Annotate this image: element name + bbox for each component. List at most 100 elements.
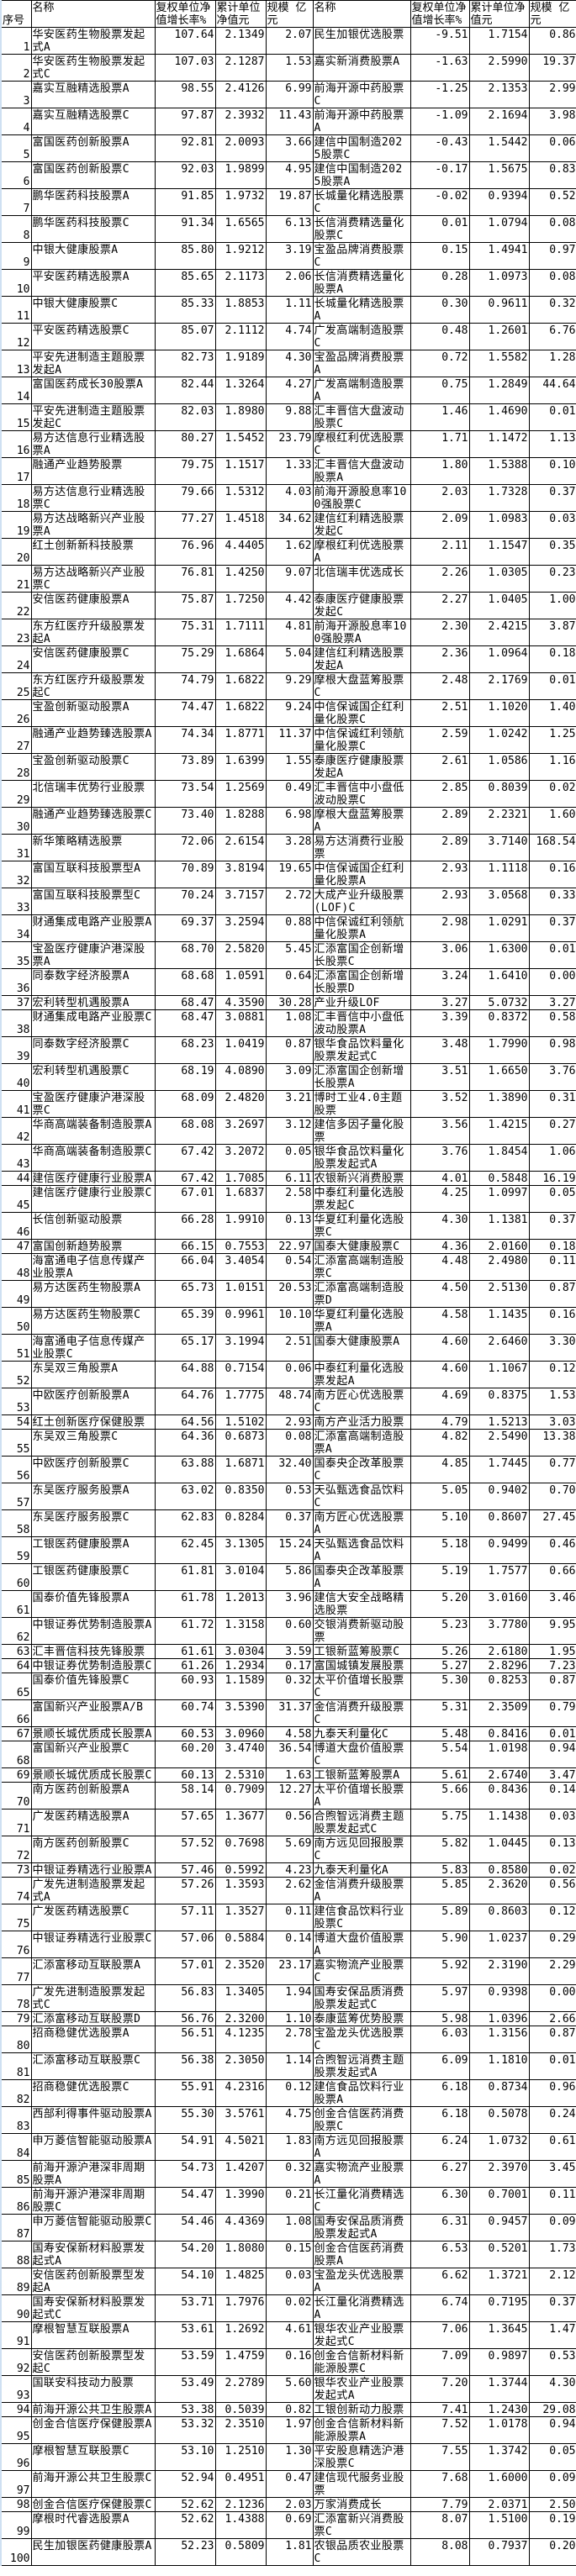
table-row: 65 国泰价值先锋股票C 60.93 1.1589 0.32 太平价值增长股票C 5.30 0… (0, 1673, 576, 1700)
table-row: 56 中欧医疗创新股票C 63.88 1.6871 32.40 国泰央企改革股票C 4.85… (0, 1456, 576, 1483)
growth-rate-left: 55.91 (154, 2079, 216, 2107)
table-row: 24 安信医药健康股票C 75.29 1.6864 5.04 建信红利精选股票发起A 2.3… (0, 645, 576, 673)
cumulative-nav-right: 2.6740 (468, 1767, 530, 1783)
growth-rate-left: 97.87 (154, 108, 216, 135)
growth-rate-left: 82.73 (154, 350, 216, 377)
growth-rate-left: 76.96 (154, 538, 216, 566)
cumulative-nav-right: 1.0178 (468, 2416, 530, 2444)
table-row: 72 南方医药创新股票C 57.52 0.7698 5.69 南方远见回报股票C 5.82 1… (0, 1836, 576, 1863)
cumulative-nav-right: 1.7990 (468, 1036, 530, 1064)
fund-name-left: 嘉实互融精选股票A (30, 81, 156, 108)
cumulative-nav-right: 0.8253 (468, 1673, 530, 1700)
growth-rate-right: 1.80 (410, 457, 470, 485)
cumulative-nav-right: 1.6300 (468, 941, 530, 969)
fund-size-left: 4.42 (265, 592, 314, 619)
fund-size-left: 12.27 (265, 1782, 314, 1810)
growth-rate-right: -1.09 (410, 108, 470, 135)
growth-rate-right: 5.85 (410, 1877, 470, 1904)
fund-size-right: 44.64 (528, 377, 576, 404)
cumulative-nav-left: 1.3677 (214, 1809, 267, 1836)
seq-cell: 84 (0, 2133, 32, 2161)
fund-name-left: 华安医药生物股票发起式C (30, 54, 156, 82)
growth-rate-right: 5.26 (410, 1644, 470, 1659)
fund-name-left: 富国医药成长30股票A (30, 377, 156, 404)
fund-name-left: 创金合信医疗保健股票A (30, 2416, 156, 2444)
fund-size-left: 1.30 (265, 2443, 314, 2471)
seq-cell: 21 (0, 565, 32, 593)
table-row: 17 融通产业趋势股票 79.75 1.1517 1.33 汇丰晋信大盘波动股票A 1.80… (0, 457, 576, 485)
table-row: 23 东方红医疗升级股票发起A 75.31 1.7111 4.81 前海开源股息率100强… (0, 619, 576, 646)
table-row: 30 融通产业趋势臻选股票C 73.40 1.8288 6.98 摩根大盘蓝筹股票A 2.8… (0, 807, 576, 835)
growth-rate-right: 2.93 (410, 861, 470, 888)
fund-name-right: 中信保诚国企红利量化股票C (312, 699, 411, 727)
growth-rate-left: 61.26 (154, 1658, 216, 1673)
growth-rate-left: 68.09 (154, 1090, 216, 1118)
fund-name-right: 产业升级LOF (312, 995, 411, 1010)
fund-name-right: 长江量化消费精选A (312, 2294, 411, 2322)
cumulative-nav-left: 1.5312 (214, 484, 267, 512)
fund-name-right: 汇添富国企创新增长股票C (312, 941, 411, 969)
table-row: 99 摩根时代睿选股票A 52.62 1.4388 0.69 汇添富新兴消费股票C 8.07… (0, 2511, 576, 2539)
cumulative-nav-left: 1.6822 (214, 699, 267, 727)
growth-rate-right: 3.39 (410, 1009, 470, 1037)
cumulative-nav-right: 1.1118 (468, 861, 530, 888)
fund-name-right: 中信保诚红利领航量化股票C (312, 726, 411, 754)
cumulative-nav-left: 2.3932 (214, 108, 267, 135)
cumulative-nav-left: 0.8350 (214, 1483, 267, 1510)
cumulative-nav-right: 1.0794 (468, 215, 530, 243)
fund-size-right: 0.87 (528, 1673, 576, 1700)
cumulative-nav-left: 1.6871 (214, 1456, 267, 1483)
seq-cell: 6 (0, 161, 32, 189)
seq-cell: 64 (0, 1658, 32, 1673)
cumulative-nav-right: 2.3190 (468, 1957, 530, 1985)
growth-rate-left: 60.20 (154, 1741, 216, 1768)
growth-rate-left: 54.47 (154, 2187, 216, 2215)
growth-rate-left: 52.62 (154, 2497, 216, 2512)
fund-name-left: 广发先进制造股票发起式C (30, 1984, 156, 2012)
growth-rate-right: 4.60 (410, 1334, 470, 1362)
fund-size-right: 0.32 (528, 296, 576, 324)
growth-rate-right: 3.06 (410, 941, 470, 969)
cumulative-nav-right: 1.5675 (468, 161, 530, 189)
fund-size-right: 0.02 (528, 780, 576, 808)
table-row: 45 建信医疗健康行业股票C 67.01 1.6837 2.58 中泰红利量化选股票发起C… (0, 1185, 576, 1213)
fund-name-left: 财通集成电路产业股票C (30, 1009, 156, 1037)
growth-rate-right: 7.52 (410, 2416, 470, 2444)
seq-cell: 9 (0, 242, 32, 270)
fund-name-left: 宝盈创新驱动股票A (30, 699, 156, 727)
cumulative-nav-left: 2.3050 (214, 2052, 267, 2080)
fund-size-left: 2.06 (265, 269, 314, 297)
fund-name-right: 创金合信医药消费股票C (312, 2106, 411, 2134)
fund-size-left: 4.61 (265, 2321, 314, 2349)
fund-name-left: 鹏华医药科技股票A (30, 188, 156, 216)
fund-name-right: 泰康蓝筹优势股票 (312, 2011, 411, 2026)
growth-rate-left: 57.65 (154, 1809, 216, 1836)
growth-rate-left: 64.88 (154, 1361, 216, 1388)
seq-cell: 85 (0, 2160, 32, 2188)
fund-size-left: 11.43 (265, 108, 314, 135)
fund-size-left: 1.81 (265, 2538, 314, 2566)
fund-size-left: 3.96 (265, 1590, 314, 1618)
table-row: 13 平安先进制造主题股票发起A 82.73 1.9189 4.30 宝盈品牌消费股票A 0… (0, 350, 576, 377)
seq-cell: 52 (0, 1361, 32, 1388)
fund-name-left: 平安先进制造主题股票发起C (30, 403, 156, 431)
growth-rate-right: 5.97 (410, 1984, 470, 2012)
growth-rate-left: 56.83 (154, 1984, 216, 2012)
fund-name-right: 国泰央企改革股票C (312, 1456, 411, 1483)
fund-name-right: 工银创新动力股票 (312, 2402, 411, 2417)
fund-size-right: 3.98 (528, 108, 576, 135)
fund-name-left: 融通产业趋势股票 (30, 457, 156, 485)
cumulative-nav-right: 2.6460 (468, 1334, 530, 1362)
growth-rate-left: 54.73 (154, 2160, 216, 2188)
fund-name-left: 中银证券优势制造股票C (30, 1658, 156, 1673)
growth-rate-left: 75.29 (154, 645, 216, 673)
table-row: 52 东吴双三角股票A 64.88 0.7154 0.06 中泰红利量化选股票发起A 4.6… (0, 1361, 576, 1388)
table-row: 62 中银证券优势制造股票A 61.72 1.3158 0.60 交银消费新驱动股票 5.2… (0, 1617, 576, 1645)
table-row: 69 景顺长城优质成长股票C 60.13 2.5310 1.63 工银新蓝筹股票A 5.61… (0, 1767, 576, 1783)
fund-name-right: 宝盈龙头优选股票A (312, 2268, 411, 2295)
fund-name-left: 景顺长城优质成长股票A (30, 1726, 156, 1741)
growth-rate-left: 53.32 (154, 2416, 216, 2444)
fund-size-right: 0.19 (528, 2511, 576, 2539)
growth-rate-right: 0.01 (410, 215, 470, 243)
growth-rate-left: 60.53 (154, 1726, 216, 1741)
